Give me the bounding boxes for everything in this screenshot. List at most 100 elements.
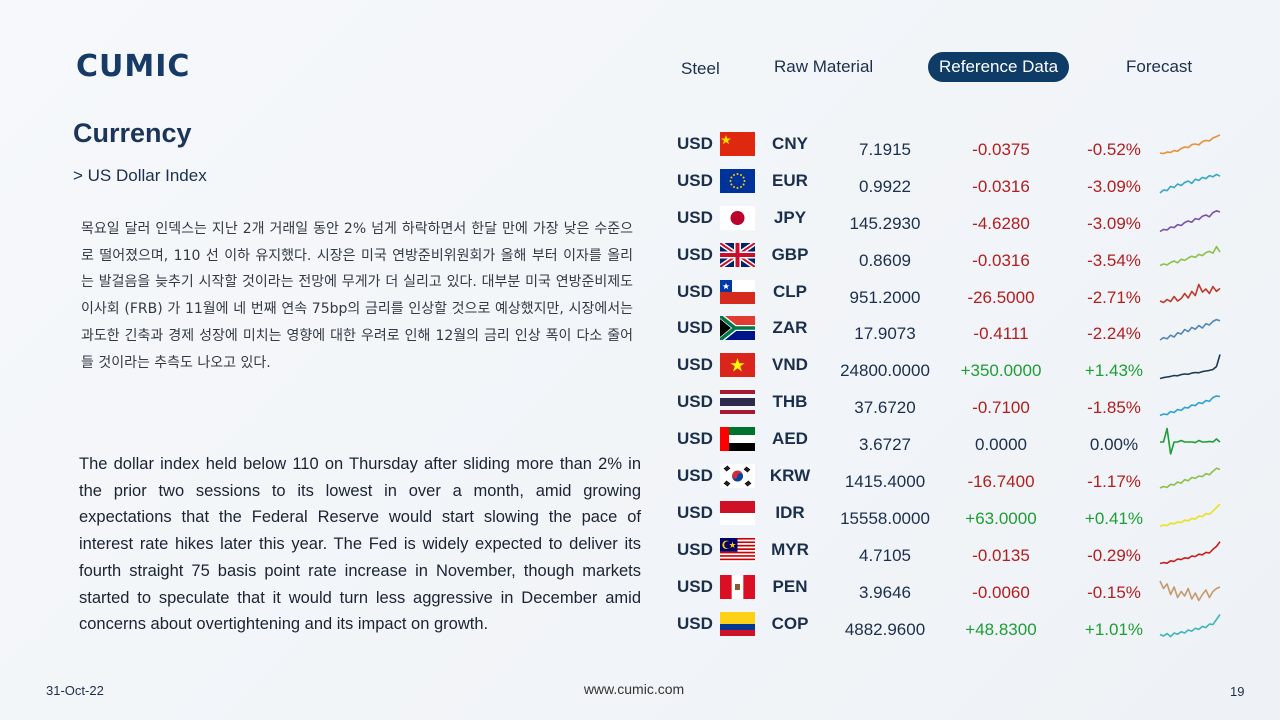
exchange-rate: 1415.4000 — [844, 472, 926, 492]
currency-row-zar: USD ZAR 17.9073 -0.4111 -2.24% — [676, 313, 1236, 350]
trend-sparkline — [1157, 387, 1223, 434]
rate-change: -0.7100 — [972, 398, 1030, 418]
exchange-rate: 951.2000 — [849, 287, 921, 307]
rate-change-percent: -2.24% — [1087, 324, 1141, 344]
footer-date: 31-Oct-22 — [46, 683, 104, 698]
base-currency: USD — [677, 466, 713, 486]
quote-currency: KRW — [769, 466, 811, 486]
exchange-rate: 17.9073 — [854, 324, 916, 344]
th-flag — [720, 390, 755, 415]
rate-change: -0.0135 — [972, 545, 1030, 565]
id-flag — [720, 500, 755, 525]
exchange-rate: 3.9646 — [859, 582, 911, 602]
rate-change-percent: -1.17% — [1087, 472, 1141, 492]
quote-currency: CNY — [772, 134, 808, 153]
rate-change: -0.0316 — [972, 176, 1030, 196]
rate-change-percent: +0.41% — [1084, 508, 1144, 528]
cl-flag — [720, 279, 755, 304]
footer-url[interactable]: www.cumic.com — [583, 681, 685, 697]
english-summary: The dollar index held below 110 on Thurs… — [79, 455, 641, 634]
vn-flag — [720, 353, 755, 378]
quote-currency: VND — [772, 355, 808, 375]
trend-sparkline — [1157, 277, 1223, 324]
trend-sparkline — [1157, 129, 1223, 176]
base-currency: USD — [677, 613, 713, 633]
base-currency: USD — [677, 502, 713, 522]
rate-change-percent: 0.00% — [1089, 435, 1139, 455]
base-currency: USD — [677, 318, 713, 338]
currency-row-vnd: USD VND 24800.0000 +350.0000 +1.43% — [676, 350, 1236, 387]
base-currency: USD — [677, 355, 713, 375]
quote-currency: AED — [772, 429, 808, 449]
currency-row-thb: USD THB 37.6720 -0.7100 -1.85% — [676, 387, 1236, 424]
exchange-rate: 145.2930 — [849, 213, 921, 233]
co-flag — [720, 611, 755, 636]
trend-sparkline — [1157, 461, 1223, 508]
my-flag — [720, 537, 755, 562]
base-currency: USD — [677, 576, 713, 596]
trend-sparkline — [1157, 609, 1223, 656]
jp-flag — [720, 205, 755, 230]
page-subtitle: > US Dollar Index — [73, 166, 207, 185]
currency-row-aed: USD AED 3.6727 0.0000 0.00% — [676, 424, 1236, 461]
rate-change: -26.5000 — [967, 287, 1035, 307]
rate-change: -0.4111 — [973, 324, 1029, 344]
rate-change-percent: +1.43% — [1084, 361, 1144, 381]
base-currency: USD — [677, 244, 713, 264]
trend-sparkline — [1157, 535, 1223, 582]
base-currency: USD — [677, 392, 713, 412]
currency-row-gbp: USD GBP 0.8609 -0.0316 -3.54% — [676, 240, 1236, 277]
rate-change: -0.0375 — [972, 140, 1030, 159]
currency-row-cny: USD CNY 7.1915 -0.0375 -0.52% — [676, 129, 1236, 166]
quote-currency: PEN — [772, 576, 808, 596]
quote-currency: COP — [771, 613, 809, 633]
currency-row-krw: USD KRW 1415.4000 -16.7400 -1.17% — [676, 461, 1236, 498]
currency-row-cop: USD COP 4882.9600 +48.8300 +1.01% — [676, 609, 1236, 646]
exchange-rate: 24800.0000 — [840, 361, 930, 381]
za-flag — [720, 316, 755, 341]
quote-currency: GBP — [771, 244, 809, 264]
rate-change-percent: -3.09% — [1087, 176, 1141, 196]
base-currency: USD — [677, 539, 713, 559]
nav-forecast[interactable]: Forecast — [1126, 57, 1193, 76]
trend-sparkline — [1157, 572, 1223, 619]
quote-currency: ZAR — [772, 318, 808, 338]
nav-steel[interactable]: Steel — [681, 59, 720, 78]
currency-row-jpy: USD JPY 145.2930 -4.6280 -3.09% — [676, 203, 1236, 240]
nav-raw-material[interactable]: Raw Material — [774, 57, 874, 76]
exchange-rate: 4882.9600 — [844, 619, 926, 639]
rate-change: -16.7400 — [967, 472, 1035, 492]
korean-summary: 목요일 달러 인덱스는 지난 2개 거래일 동안 2% 넘게 하락하면서 한달 … — [81, 221, 633, 371]
rate-change-percent: -3.09% — [1087, 213, 1141, 233]
rate-change: -0.0060 — [972, 582, 1030, 602]
currency-row-clp: USD CLP 951.2000 -26.5000 -2.71% — [676, 277, 1236, 314]
base-currency: USD — [677, 134, 713, 153]
exchange-rate: 0.8609 — [859, 250, 911, 270]
quote-currency: THB — [772, 392, 808, 412]
currency-table: USD CNY 7.1915 -0.0375 -0.52% USD EUR 0.… — [676, 129, 1236, 645]
exchange-rate: 7.1915 — [859, 140, 911, 159]
eu-flag — [720, 168, 755, 193]
exchange-rate: 0.9922 — [859, 176, 911, 196]
page-number: 19 — [1230, 684, 1245, 699]
nav-reference-data[interactable]: Reference Data — [928, 52, 1070, 82]
rate-change-percent: -2.71% — [1087, 287, 1141, 307]
exchange-rate: 15558.0000 — [840, 508, 930, 528]
cumic-logo: CUMIC — [76, 49, 191, 84]
rate-change-percent: -0.15% — [1087, 582, 1141, 602]
quote-currency: JPY — [773, 207, 807, 227]
quote-currency: IDR — [775, 502, 805, 522]
base-currency: USD — [677, 170, 713, 190]
gb-flag — [720, 242, 755, 267]
rate-change-percent: -1.85% — [1087, 398, 1141, 418]
currency-row-pen: USD PEN 3.9646 -0.0060 -0.15% — [676, 572, 1236, 609]
rate-change: +350.0000 — [960, 361, 1042, 381]
quote-currency: EUR — [772, 170, 808, 190]
quote-currency: CLP — [773, 281, 807, 301]
exchange-rate: 4.7105 — [859, 545, 911, 565]
trend-sparkline — [1157, 240, 1223, 287]
quote-currency: MYR — [771, 539, 809, 559]
rate-change: +48.8300 — [965, 619, 1037, 639]
page-title: Currency — [73, 118, 192, 148]
exchange-rate: 3.6727 — [859, 435, 911, 455]
